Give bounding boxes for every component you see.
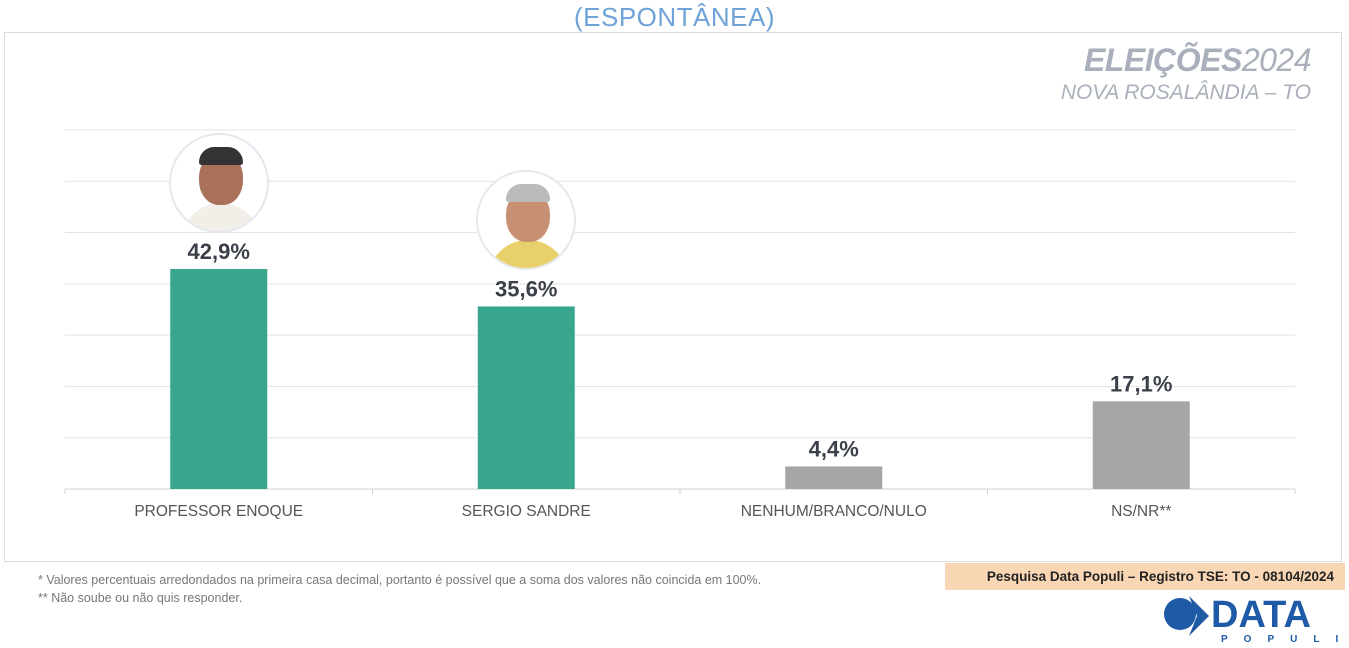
category-label: SERGIO SANDRE	[462, 503, 591, 520]
data-label: 42,9%	[188, 239, 250, 264]
category-label: NS/NR**	[1111, 503, 1171, 520]
category-label: NENHUM/BRANCO/NULO	[741, 503, 927, 520]
location: NOVA ROSALÂNDIA – TO	[1060, 81, 1311, 104]
chart-frame	[4, 32, 1342, 562]
candidate-photo	[476, 170, 577, 271]
bar-3	[1092, 401, 1190, 489]
bar-2	[785, 466, 883, 489]
data-populi-logo: DATA POPULI	[1164, 594, 1339, 644]
footnote-rounding: * Valores percentuais arredondados na pr…	[38, 573, 762, 587]
data-label: 4,4%	[809, 436, 859, 461]
candidate-photo	[168, 132, 269, 233]
bar-chart: 42,9% PROFESSOR ENOQUE 35,6% SERGIO SANDRE 4…	[64, 129, 1296, 520]
bar-1	[477, 306, 575, 489]
chart-subtitle: (ESPONTÂNEA)	[573, 2, 776, 32]
footnotes: * Valores percentuais arredondados na pr…	[38, 571, 761, 607]
brand-year: 2024	[1241, 42, 1312, 78]
logo-subtext: POPULI	[1221, 634, 1339, 644]
logo-text: DATA	[1211, 594, 1311, 636]
bar-0	[170, 268, 268, 489]
registro-tse: Pesquisa Data Populi – Registro TSE: TO …	[945, 563, 1345, 590]
data-label: 17,1%	[1110, 371, 1172, 396]
data-label: 35,6%	[495, 276, 557, 301]
footnote-nsnr: ** Não soube ou não quis responder.	[38, 591, 243, 605]
category-label: PROFESSOR ENOQUE	[134, 503, 303, 520]
brand-title: ELEIÇÕES	[1084, 42, 1242, 78]
brand-header: ELEIÇÕES2024 NOVA ROSALÂNDIA – TO	[1060, 42, 1312, 105]
